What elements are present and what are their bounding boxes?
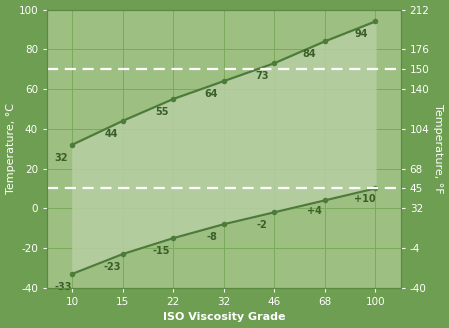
Text: -15: -15	[152, 246, 170, 256]
Text: -33: -33	[55, 282, 72, 292]
X-axis label: ISO Viscosity Grade: ISO Viscosity Grade	[163, 313, 285, 322]
Text: 64: 64	[205, 89, 218, 99]
Text: 73: 73	[255, 71, 269, 81]
Text: 55: 55	[156, 107, 169, 117]
Text: 44: 44	[105, 129, 119, 139]
Text: 84: 84	[302, 49, 316, 59]
Text: 32: 32	[55, 153, 68, 163]
Text: +4: +4	[307, 206, 322, 216]
Text: 94: 94	[354, 30, 368, 39]
Text: -8: -8	[206, 232, 217, 242]
Y-axis label: Temperature, °F: Temperature, °F	[433, 104, 444, 194]
Text: -23: -23	[104, 262, 121, 272]
Text: +10: +10	[354, 195, 376, 204]
Text: -2: -2	[257, 220, 268, 230]
Y-axis label: Temperature, °C: Temperature, °C	[5, 103, 16, 194]
